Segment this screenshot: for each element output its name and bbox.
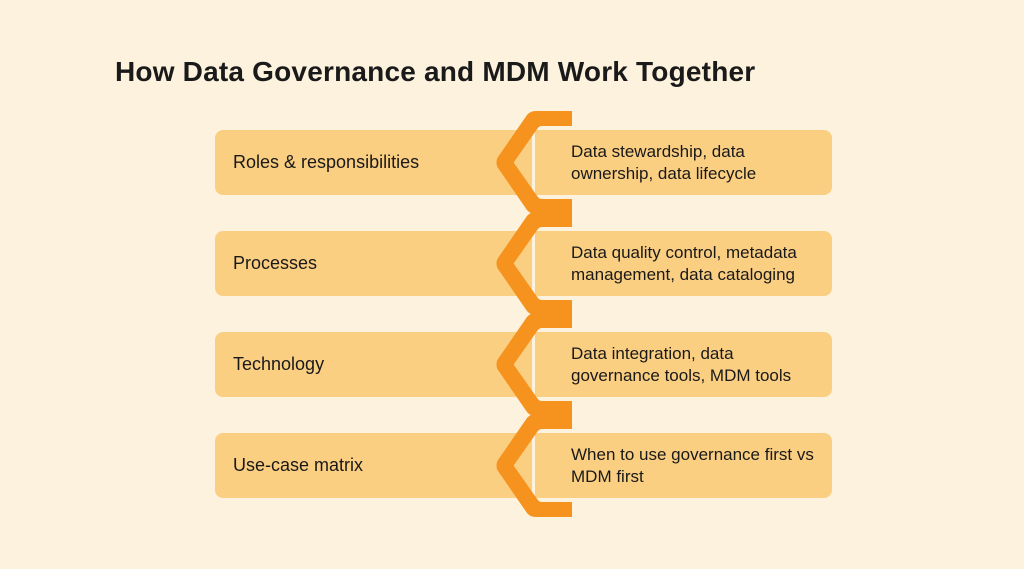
- chevron-icon-3: [496, 414, 572, 517]
- row-label-3: Use-case matrix: [233, 455, 363, 476]
- left-box-0: Roles & responsibilities: [215, 130, 532, 195]
- chevron-icon-0: [496, 111, 572, 214]
- row-label-0: Roles & responsibilities: [233, 152, 419, 173]
- row-label-1: Processes: [233, 253, 317, 274]
- left-box-1: Processes: [215, 231, 532, 296]
- process-flow-diagram: Roles & responsibilities Data stewardshi…: [215, 130, 833, 525]
- row-label-2: Technology: [233, 354, 324, 375]
- row-item: Roles & responsibilities Data stewardshi…: [215, 130, 833, 195]
- left-box-3: Use-case matrix: [215, 433, 532, 498]
- row-detail-0: Data stewardship, data ownership, data l…: [571, 141, 818, 185]
- right-box-0: Data stewardship, data ownership, data l…: [535, 130, 832, 195]
- row-detail-2: Data integration, data governance tools,…: [571, 343, 818, 387]
- right-box-3: When to use governance first vs MDM firs…: [535, 433, 832, 498]
- page-title: How Data Governance and MDM Work Togethe…: [115, 56, 755, 88]
- row-item: Processes Data quality control, metadata…: [215, 231, 833, 296]
- right-box-2: Data integration, data governance tools,…: [535, 332, 832, 397]
- left-box-2: Technology: [215, 332, 532, 397]
- chevron-icon-1: [496, 212, 572, 315]
- row-detail-1: Data quality control, metadata managemen…: [571, 242, 818, 286]
- chevron-icon-2: [496, 313, 572, 416]
- row-item: Use-case matrix When to use governance f…: [215, 433, 833, 498]
- row-item: Technology Data integration, data govern…: [215, 332, 833, 397]
- row-detail-3: When to use governance first vs MDM firs…: [571, 444, 818, 488]
- right-box-1: Data quality control, metadata managemen…: [535, 231, 832, 296]
